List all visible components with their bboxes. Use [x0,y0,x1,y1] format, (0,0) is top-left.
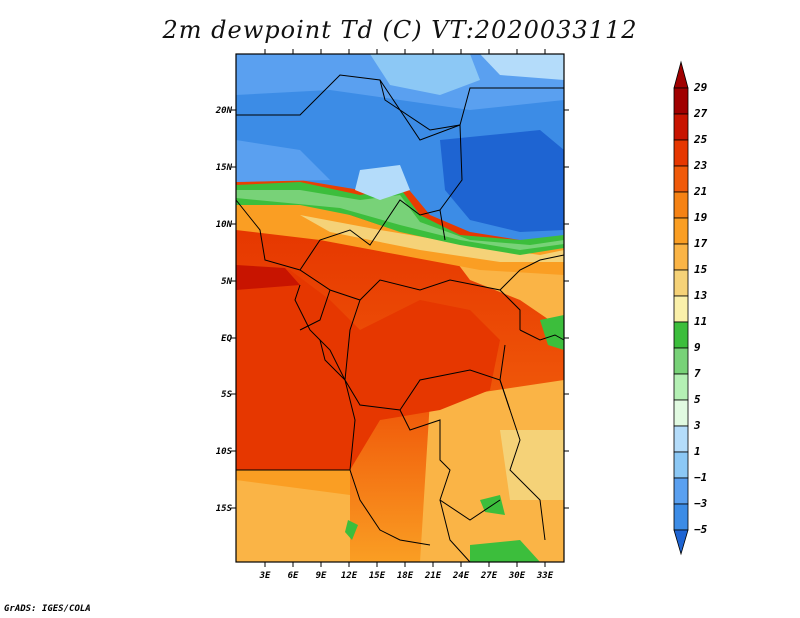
map-frame [235,53,565,563]
lon-label: 18E [397,571,414,581]
colorbar-label: 11 [694,315,707,328]
colorbar-label: 13 [694,289,708,302]
latitude-labels: 20N 15N 10N 5N EQ 5S 10S 15S [215,106,233,514]
colorbar-swatch [673,295,689,323]
lon-label: 30E [508,571,526,581]
lon-label: 9E [316,571,327,581]
colorbar-label: 29 [693,81,708,94]
lat-label: 10N [216,220,233,230]
lat-label: EQ [221,334,232,344]
colorbar-label: 5 [694,393,701,406]
dewpoint-map: 3E 6E 9E 12E 15E 18E 21E 24E 27E 30E 33E… [215,49,708,581]
colorbar-swatch [673,87,689,115]
lat-label: 15S [216,504,233,514]
map-title: 2m dewpoint Td (C) VT:2020033112 [162,16,638,44]
lat-label: 5N [221,277,232,287]
colorbar-label: −1 [694,471,707,484]
lat-label: 10S [216,447,233,457]
lon-label: 27E [480,571,498,581]
colorbar-swatch [673,243,689,271]
colorbar-swatch [673,477,689,505]
colorbar-bottom-arrow [673,529,689,556]
colorbar-swatch [673,503,689,531]
colorbar-swatch [673,399,689,427]
colorbar-swatch [673,321,689,349]
longitude-labels: 3E 6E 9E 12E 15E 18E 21E 24E 27E 30E 33E [259,571,554,581]
colorbar-swatch [673,269,689,297]
colorbar [673,60,689,556]
map-field [236,54,564,562]
colorbar-swatch [673,217,689,245]
colorbar-label: −5 [694,523,708,536]
lon-label: 24E [452,571,470,581]
colorbar-label: 7 [694,367,701,380]
lat-label: 15N [216,163,233,173]
colorbar-label: 19 [694,211,708,224]
colorbar-swatch [673,347,689,375]
colorbar-swatch [673,451,689,479]
colorbar-label: 9 [694,341,701,354]
colorbar-label: −3 [694,497,708,510]
axis-ticks [231,49,569,567]
colorbar-label: 27 [693,107,708,120]
colorbar-swatch [673,425,689,453]
lon-label: 3E [259,571,271,581]
lon-label: 33E [536,571,554,581]
country-borders [235,74,565,563]
colorbar-label: 17 [694,237,708,250]
lon-label: 15E [369,571,386,581]
colorbar-label: 3 [693,419,701,432]
colorbar-top-arrow [673,60,689,89]
lat-label: 20N [215,106,233,116]
colorbar-label: 25 [693,133,708,146]
colorbar-labels: 29 27 25 23 21 19 17 15 13 11 9 7 5 3 1 … [693,81,708,536]
colorbar-swatch [673,191,689,219]
lon-label: 6E [288,571,299,581]
colorbar-swatch [673,373,689,401]
lon-label: 21E [424,571,442,581]
colorbar-label: 15 [694,263,708,276]
colorbar-label: 21 [693,185,707,198]
lon-label: 12E [341,571,358,581]
colorbar-swatch [673,165,689,193]
credit-text: GrADS: IGES/COLA [4,604,91,614]
colorbar-swatch [673,113,689,141]
lat-label: 5S [221,390,232,400]
colorbar-swatch [673,139,689,167]
colorbar-label: 23 [693,159,708,172]
colorbar-label: 1 [694,445,701,458]
